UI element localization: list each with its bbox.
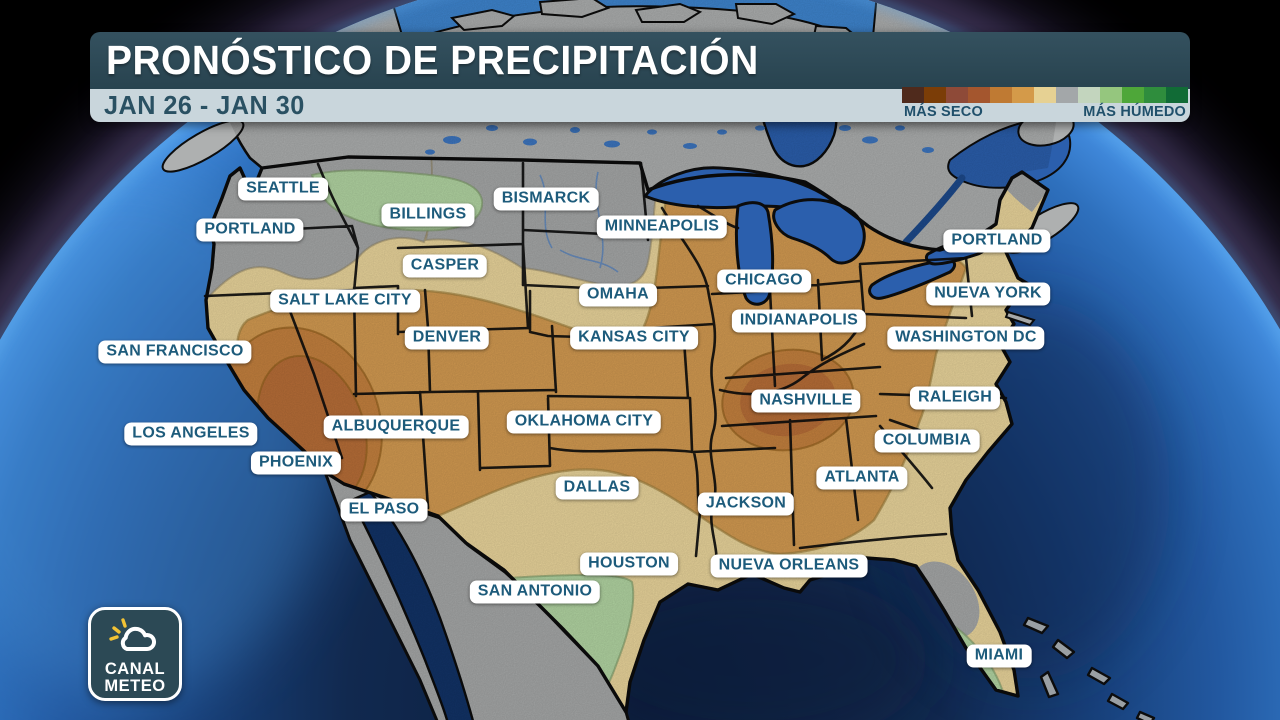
city-label: NUEVA ORLEANS <box>710 554 868 578</box>
legend-swatch <box>1034 87 1056 103</box>
legend-swatch <box>1122 87 1144 103</box>
city-label: INDIANAPOLIS <box>731 309 867 333</box>
city-label: SAN FRANCISCO <box>98 340 252 364</box>
lake-huron <box>772 198 866 265</box>
cloud-sun-icon <box>109 618 157 652</box>
city-label: WASHINGTON DC <box>887 326 1045 350</box>
city-label: PORTLAND <box>196 218 304 242</box>
city-label: PORTLAND <box>943 229 1051 253</box>
city-label: ATLANTA <box>816 466 908 490</box>
city-label: CASPER <box>402 254 488 278</box>
legend-swatch <box>902 87 924 103</box>
city-label: COLUMBIA <box>874 429 980 453</box>
city-label: CHICAGO <box>717 269 811 293</box>
legend-swatch <box>1078 87 1100 103</box>
city-label: PHOENIX <box>250 451 342 475</box>
city-label: ALBUQUERQUE <box>323 415 469 439</box>
city-label: DENVER <box>404 326 490 350</box>
city-label: BILLINGS <box>381 203 475 227</box>
legend-labels: MÁS SECO MÁS HÚMEDO <box>904 103 1186 121</box>
legend-swatch <box>990 87 1012 103</box>
legend-swatch <box>946 87 968 103</box>
lake-erie <box>868 258 957 300</box>
legend-swatch <box>924 87 946 103</box>
legend-swatch <box>1056 87 1078 103</box>
long-island <box>1004 310 1036 327</box>
city-label: JACKSON <box>697 492 795 516</box>
city-label: SAN ANTONIO <box>469 580 601 604</box>
city-label: NUEVA YORK <box>926 282 1050 306</box>
date-bar: JAN 26 - JAN 30 MÁS SECO MÁS HÚMEDO <box>90 87 1190 122</box>
city-label: BISMARCK <box>493 187 599 211</box>
header-panel: PRONÓSTICO DE PRECIPITACIÓN JAN 26 - JAN… <box>90 32 1190 122</box>
city-label: DALLAS <box>555 476 639 500</box>
city-label: MIAMI <box>966 644 1032 668</box>
legend-swatch <box>1012 87 1034 103</box>
city-label: OKLAHOMA CITY <box>506 410 662 434</box>
title-bar: PRONÓSTICO DE PRECIPITACIÓN <box>90 32 1190 89</box>
legend-swatch <box>968 87 990 103</box>
page-title: PRONÓSTICO DE PRECIPITACIÓN <box>106 37 759 83</box>
gulf-dark <box>570 570 930 720</box>
city-label: SALT LAKE CITY <box>270 289 420 313</box>
city-label: SEATTLE <box>238 177 328 201</box>
city-label: KANSAS CITY <box>570 326 698 350</box>
date-range: JAN 26 - JAN 30 <box>104 90 305 120</box>
city-label: EL PASO <box>340 498 428 522</box>
city-label: NASHVILLE <box>751 389 861 413</box>
legend-swatch <box>1166 87 1188 103</box>
legend-color-scale <box>902 87 1188 103</box>
city-label: RALEIGH <box>909 386 1001 410</box>
logo-line1: CANAL <box>104 660 166 678</box>
city-label: HOUSTON <box>580 552 678 576</box>
legend-wet-label: MÁS HÚMEDO <box>1083 104 1186 120</box>
channel-logo: CANAL METEO <box>88 607 182 701</box>
legend-swatch <box>1100 87 1122 103</box>
city-label: LOS ANGELES <box>124 422 258 446</box>
city-label: MINNEAPOLIS <box>596 215 728 239</box>
legend-dry-label: MÁS SECO <box>904 104 983 120</box>
bahamas-islands <box>1022 616 1156 720</box>
city-label: OMAHA <box>579 283 657 307</box>
legend-swatch <box>1144 87 1166 103</box>
precip-legend: MÁS SECO MÁS HÚMEDO <box>902 87 1188 121</box>
logo-line2: METEO <box>104 677 166 695</box>
